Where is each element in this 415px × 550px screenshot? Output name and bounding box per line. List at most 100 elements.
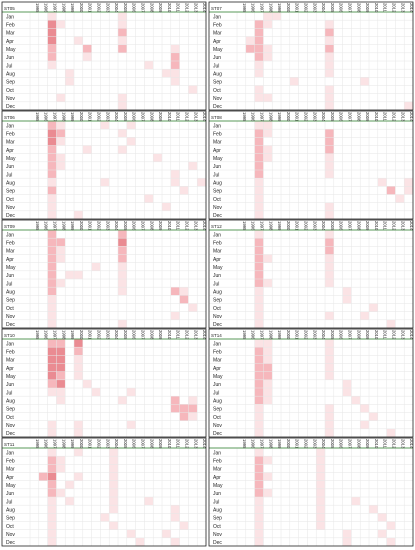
year-tick-label: 2006: [132, 3, 137, 13]
year-tick-label: 1996: [251, 112, 256, 122]
heatmap-cell: [263, 339, 273, 348]
heatmap-cell: [325, 238, 334, 247]
year-tick-label: 2010: [167, 330, 172, 340]
heatmap-cell: [263, 93, 273, 102]
heatmap-cell: [254, 388, 264, 397]
year-tick-label: 1997: [260, 439, 265, 449]
heatmap-cell: [254, 161, 264, 170]
year-tick-label: 2008: [149, 221, 154, 231]
heatmap-cell: [325, 44, 334, 53]
year-tick-label: 2001: [88, 221, 93, 231]
year-tick-label: 2009: [158, 112, 163, 122]
year-tick-label: 2005: [330, 439, 335, 449]
heatmap-cell: [47, 521, 57, 530]
heatmap-cell: [342, 537, 352, 546]
year-tick-label: 2000: [79, 330, 84, 340]
year-tick-label: 2005: [330, 3, 335, 13]
heatmap-cell: [109, 521, 118, 530]
month-row-label: Mar: [213, 140, 222, 146]
heatmap-cell: [254, 497, 264, 506]
panel-title: ST11: [4, 442, 15, 447]
year-tick-label: 2014: [202, 221, 207, 231]
panel-title: ST10: [4, 333, 15, 338]
heatmap-cell: [170, 513, 180, 522]
heatmap-cell: [47, 61, 57, 70]
heatmap-cell: [47, 145, 57, 154]
heatmap-panel: ST09 1995 1996 1997 1998 1999 2000 2001 2002 2003…: [1, 219, 207, 329]
panel-title: ST09: [4, 224, 15, 229]
panel-border: [208, 1, 414, 111]
heatmap-cell: [38, 472, 48, 481]
year-tick-label: 2013: [400, 439, 405, 449]
month-row-label: Mar: [213, 467, 222, 473]
heatmap-cell: [316, 488, 325, 497]
month-row-label: Feb: [6, 241, 15, 247]
heatmap-cell: [351, 396, 361, 405]
heatmap-cell: [47, 270, 57, 279]
year-tick-label: 2006: [132, 439, 137, 449]
year-tick-label: 2000: [286, 3, 291, 13]
year-tick-label: 2001: [295, 221, 300, 231]
heatmap-cell: [144, 194, 154, 203]
year-tick-label: 1999: [277, 439, 282, 449]
year-tick-label: 1998: [61, 439, 66, 449]
year-tick-label: 2003: [312, 112, 317, 122]
year-tick-label: 2008: [356, 439, 361, 449]
year-tick-label: 1999: [70, 439, 75, 449]
month-row-label: Nov: [213, 314, 222, 320]
heatmap-cell: [325, 270, 334, 279]
heatmap-panel: ST06 1995 1996 1997 1998 1999 2000 2001 2002 2003…: [1, 110, 207, 220]
heatmap-cell: [162, 69, 171, 78]
year-tick-label: 1995: [35, 439, 40, 449]
year-tick-label: 2003: [312, 330, 317, 340]
year-tick-label: 2009: [158, 330, 163, 340]
heatmap-cell: [254, 194, 264, 203]
year-tick-label: 2012: [392, 3, 397, 13]
month-row-label: Feb: [213, 350, 222, 356]
year-tick-label: 2007: [348, 3, 353, 13]
heatmap-cell: [254, 303, 264, 312]
heatmap-cell: [263, 153, 273, 162]
panel-title: ST05: [4, 6, 15, 11]
year-tick-label: 1998: [61, 112, 66, 122]
year-tick-label: 2013: [193, 112, 198, 122]
year-tick-label: 2013: [400, 112, 405, 122]
heatmap-cell: [325, 210, 334, 219]
heatmap-cell: [360, 311, 369, 320]
year-tick-label: 2007: [141, 3, 146, 13]
heatmap-cell: [47, 161, 57, 170]
heatmap-cell: [170, 170, 180, 179]
year-tick-label: 2010: [167, 112, 172, 122]
month-row-label: Jan: [6, 14, 14, 20]
heatmap-cell: [118, 129, 127, 138]
heatmap-cell: [144, 61, 154, 70]
heatmap-cell: [325, 262, 334, 271]
heatmap-cell: [47, 279, 57, 288]
heatmap-cell: [100, 513, 110, 522]
heatmap-cell: [254, 178, 264, 187]
heatmap-cell: [254, 246, 264, 255]
heatmap-cell: [109, 488, 118, 497]
heatmap-cell: [74, 36, 83, 45]
heatmap-cell: [342, 379, 352, 388]
heatmap-cell: [254, 456, 264, 465]
year-tick-label: 2011: [383, 330, 388, 340]
heatmap-cell: [47, 488, 57, 497]
heatmap-cell: [126, 388, 136, 397]
heatmap-cell: [179, 186, 189, 195]
heatmap-cell: [254, 513, 264, 522]
heatmap-cell: [118, 20, 127, 29]
panel-title: ST14: [211, 333, 222, 338]
panel-border: [1, 437, 207, 547]
heatmap-cell: [179, 521, 189, 530]
year-tick-label: 1995: [242, 112, 247, 122]
heatmap-cell: [263, 121, 273, 130]
heatmap-cell: [170, 69, 180, 78]
heatmap-cell: [325, 52, 334, 61]
month-row-label: Feb: [6, 350, 15, 356]
year-tick-label: 2012: [185, 3, 190, 13]
heatmap-cell: [369, 412, 378, 421]
month-row-label: Jul: [213, 63, 219, 69]
heatmap-cell: [263, 355, 273, 364]
month-row-label: Nov: [213, 96, 222, 102]
